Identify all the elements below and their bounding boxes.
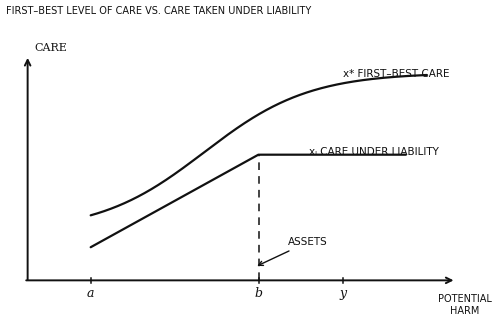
Text: a: a — [87, 287, 94, 300]
Text: ASSETS: ASSETS — [258, 237, 328, 266]
Text: POTENTIAL
HARM: POTENTIAL HARM — [438, 294, 492, 316]
Text: x* FIRST–BEST CARE: x* FIRST–BEST CARE — [343, 69, 450, 79]
Text: b: b — [255, 287, 263, 300]
Text: xₗ CARE UNDER LIABILITY: xₗ CARE UNDER LIABILITY — [309, 147, 439, 157]
Text: CARE: CARE — [34, 43, 67, 53]
Text: FIRST–BEST LEVEL OF CARE VS. CARE TAKEN UNDER LIABILITY: FIRST–BEST LEVEL OF CARE VS. CARE TAKEN … — [6, 6, 312, 16]
Text: y: y — [340, 287, 346, 300]
